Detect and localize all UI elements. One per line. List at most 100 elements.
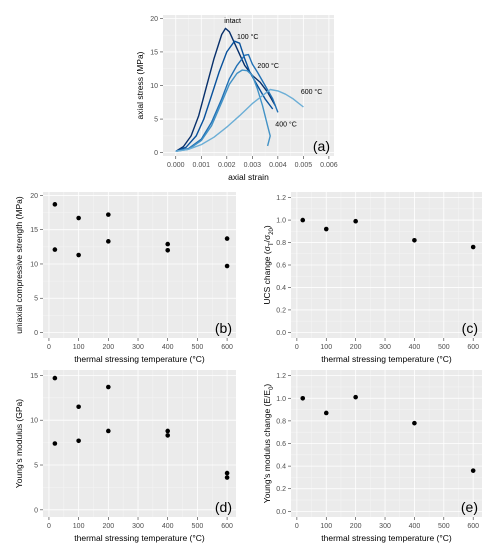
data-point: [224, 470, 230, 476]
x-tick-label: 200: [102, 523, 114, 530]
x-tick-label: 0: [47, 344, 51, 351]
x-tick-label: 0: [295, 344, 299, 351]
panel-b-ucs: 0 100 200 300 400 500 600 0 5 10 15 20 thermal stres…: [14, 192, 236, 364]
x-tick-label: 0.000: [167, 162, 185, 169]
y-tick-label: 10: [30, 418, 38, 425]
x-tick-label: 500: [438, 523, 450, 530]
data-point: [52, 375, 58, 381]
panel-tag: (e): [461, 499, 478, 515]
x-tick-label: 300: [132, 523, 144, 530]
x-tick-label: 500: [192, 523, 204, 530]
y-tick-label: 15: [30, 373, 38, 380]
y-tick-label: 10: [150, 83, 158, 90]
x-tick-label: 100: [73, 523, 85, 530]
y-tick-label: 20: [30, 193, 38, 200]
x-tick-label: 0.003: [244, 162, 262, 169]
data-point: [323, 410, 329, 416]
y-tick-label: 0.6: [276, 441, 286, 448]
y-tick-label: 0.8: [276, 240, 286, 247]
y-axis-title: Young's modulus (GPa): [14, 399, 24, 488]
y-tick-label: 0.0: [276, 330, 286, 337]
series-line: [175, 88, 304, 152]
y-tick-label: 0.2: [276, 486, 286, 493]
y-tick-label: 15: [150, 49, 158, 56]
x-tick-label: 100: [320, 344, 332, 351]
series-label: intact: [224, 18, 241, 25]
y-tick-label: 15: [30, 227, 38, 234]
data-point: [106, 428, 111, 434]
x-tick-label: 300: [379, 344, 391, 351]
x-tick-label: 600: [467, 344, 479, 351]
data-point: [470, 468, 476, 473]
panel-background: [43, 370, 236, 517]
x-tick-label: 400: [162, 523, 174, 530]
series-line: [175, 69, 271, 152]
y-tick-label: 0.4: [276, 464, 286, 471]
data-point: [76, 404, 81, 410]
y-tick-label: 5: [34, 296, 38, 303]
x-tick-label: 0.006: [320, 162, 338, 169]
y-tick-label: 0.8: [276, 418, 286, 425]
data-point: [412, 420, 417, 426]
data-point: [470, 244, 476, 250]
series-line: [175, 27, 276, 152]
y-axis-title: uniaxial compressive strength (MPa): [14, 196, 24, 334]
data-point: [412, 237, 417, 243]
x-tick-label: 500: [438, 344, 450, 351]
y-tick-label: 0: [34, 507, 38, 514]
data-point: [224, 475, 230, 480]
data-point: [52, 441, 58, 446]
series-label: 600 °C: [301, 88, 322, 96]
y-tick-label: 0: [34, 330, 38, 337]
x-tick-label: 300: [132, 344, 144, 351]
data-point: [323, 226, 329, 232]
data-point: [106, 239, 111, 244]
data-point: [165, 241, 171, 247]
x-axis-title: thermal stressing temperature (°C): [321, 533, 452, 543]
x-tick-label: 600: [467, 523, 479, 530]
y-axis-title: Young's modulus change (E/E0): [262, 384, 275, 504]
data-point: [353, 218, 358, 224]
x-axis-title: thermal stressing temperature (°C): [321, 354, 452, 364]
x-axis-title: thermal stressing temperature (°C): [74, 354, 205, 364]
x-axis-title: thermal stressing temperature (°C): [74, 533, 205, 543]
y-axis-title: axial stress (MPa): [135, 51, 145, 119]
panel-c-ucs-change: 0 100 200 300 400 500 600 0.0 0.2 0.4 0.6 0.8 1.0 1.2…: [262, 192, 482, 364]
series-line: [175, 40, 274, 152]
y-tick-label: 0.0: [276, 509, 286, 516]
x-tick-label: 400: [409, 523, 421, 530]
panel-a-stress-strain: 0.000 0.001 0.002 0.003 0.004 0.005 0.006 0 5 10 1…: [135, 15, 338, 182]
panel-tag: (c): [462, 320, 478, 336]
y-tick-label: 10: [30, 261, 38, 268]
panel-tag: (b): [215, 320, 232, 336]
y-tick-label: 0: [154, 150, 158, 157]
data-point: [76, 215, 81, 221]
x-tick-label: 200: [350, 523, 362, 530]
y-tick-label: 1.0: [276, 396, 286, 403]
x-tick-label: 0.002: [218, 162, 236, 169]
panel-d-youngs-modulus: 0 100 200 300 400 500 600 0 5 10 15 thermal stressi…: [14, 370, 236, 543]
data-point: [52, 247, 58, 252]
y-tick-label: 1.2: [276, 373, 286, 380]
data-point: [224, 263, 230, 269]
data-point: [106, 212, 111, 217]
x-tick-label: 500: [192, 344, 204, 351]
y-tick-label: 0.2: [276, 307, 286, 314]
data-point: [300, 217, 306, 223]
data-point: [76, 252, 81, 258]
data-point: [106, 384, 111, 390]
series-line: [175, 53, 279, 152]
x-tick-label: 300: [379, 523, 391, 530]
panel-e-youngs-modulus-change: 0 100 200 300 400 500 600 0.0 0.2 0.4 0.6 0.8 1.0 1.2…: [262, 370, 482, 543]
y-tick-label: 1.0: [276, 218, 286, 225]
data-point: [76, 438, 81, 444]
x-tick-label: 0.005: [295, 162, 313, 169]
x-tick-label: 600: [221, 523, 233, 530]
x-tick-label: 400: [409, 344, 421, 351]
data-point: [165, 433, 171, 438]
y-tick-label: 5: [154, 117, 158, 124]
x-tick-label: 0.001: [193, 162, 211, 169]
data-point: [353, 394, 358, 400]
panel-background: [43, 192, 236, 338]
x-axis-title: axial strain: [228, 172, 269, 182]
